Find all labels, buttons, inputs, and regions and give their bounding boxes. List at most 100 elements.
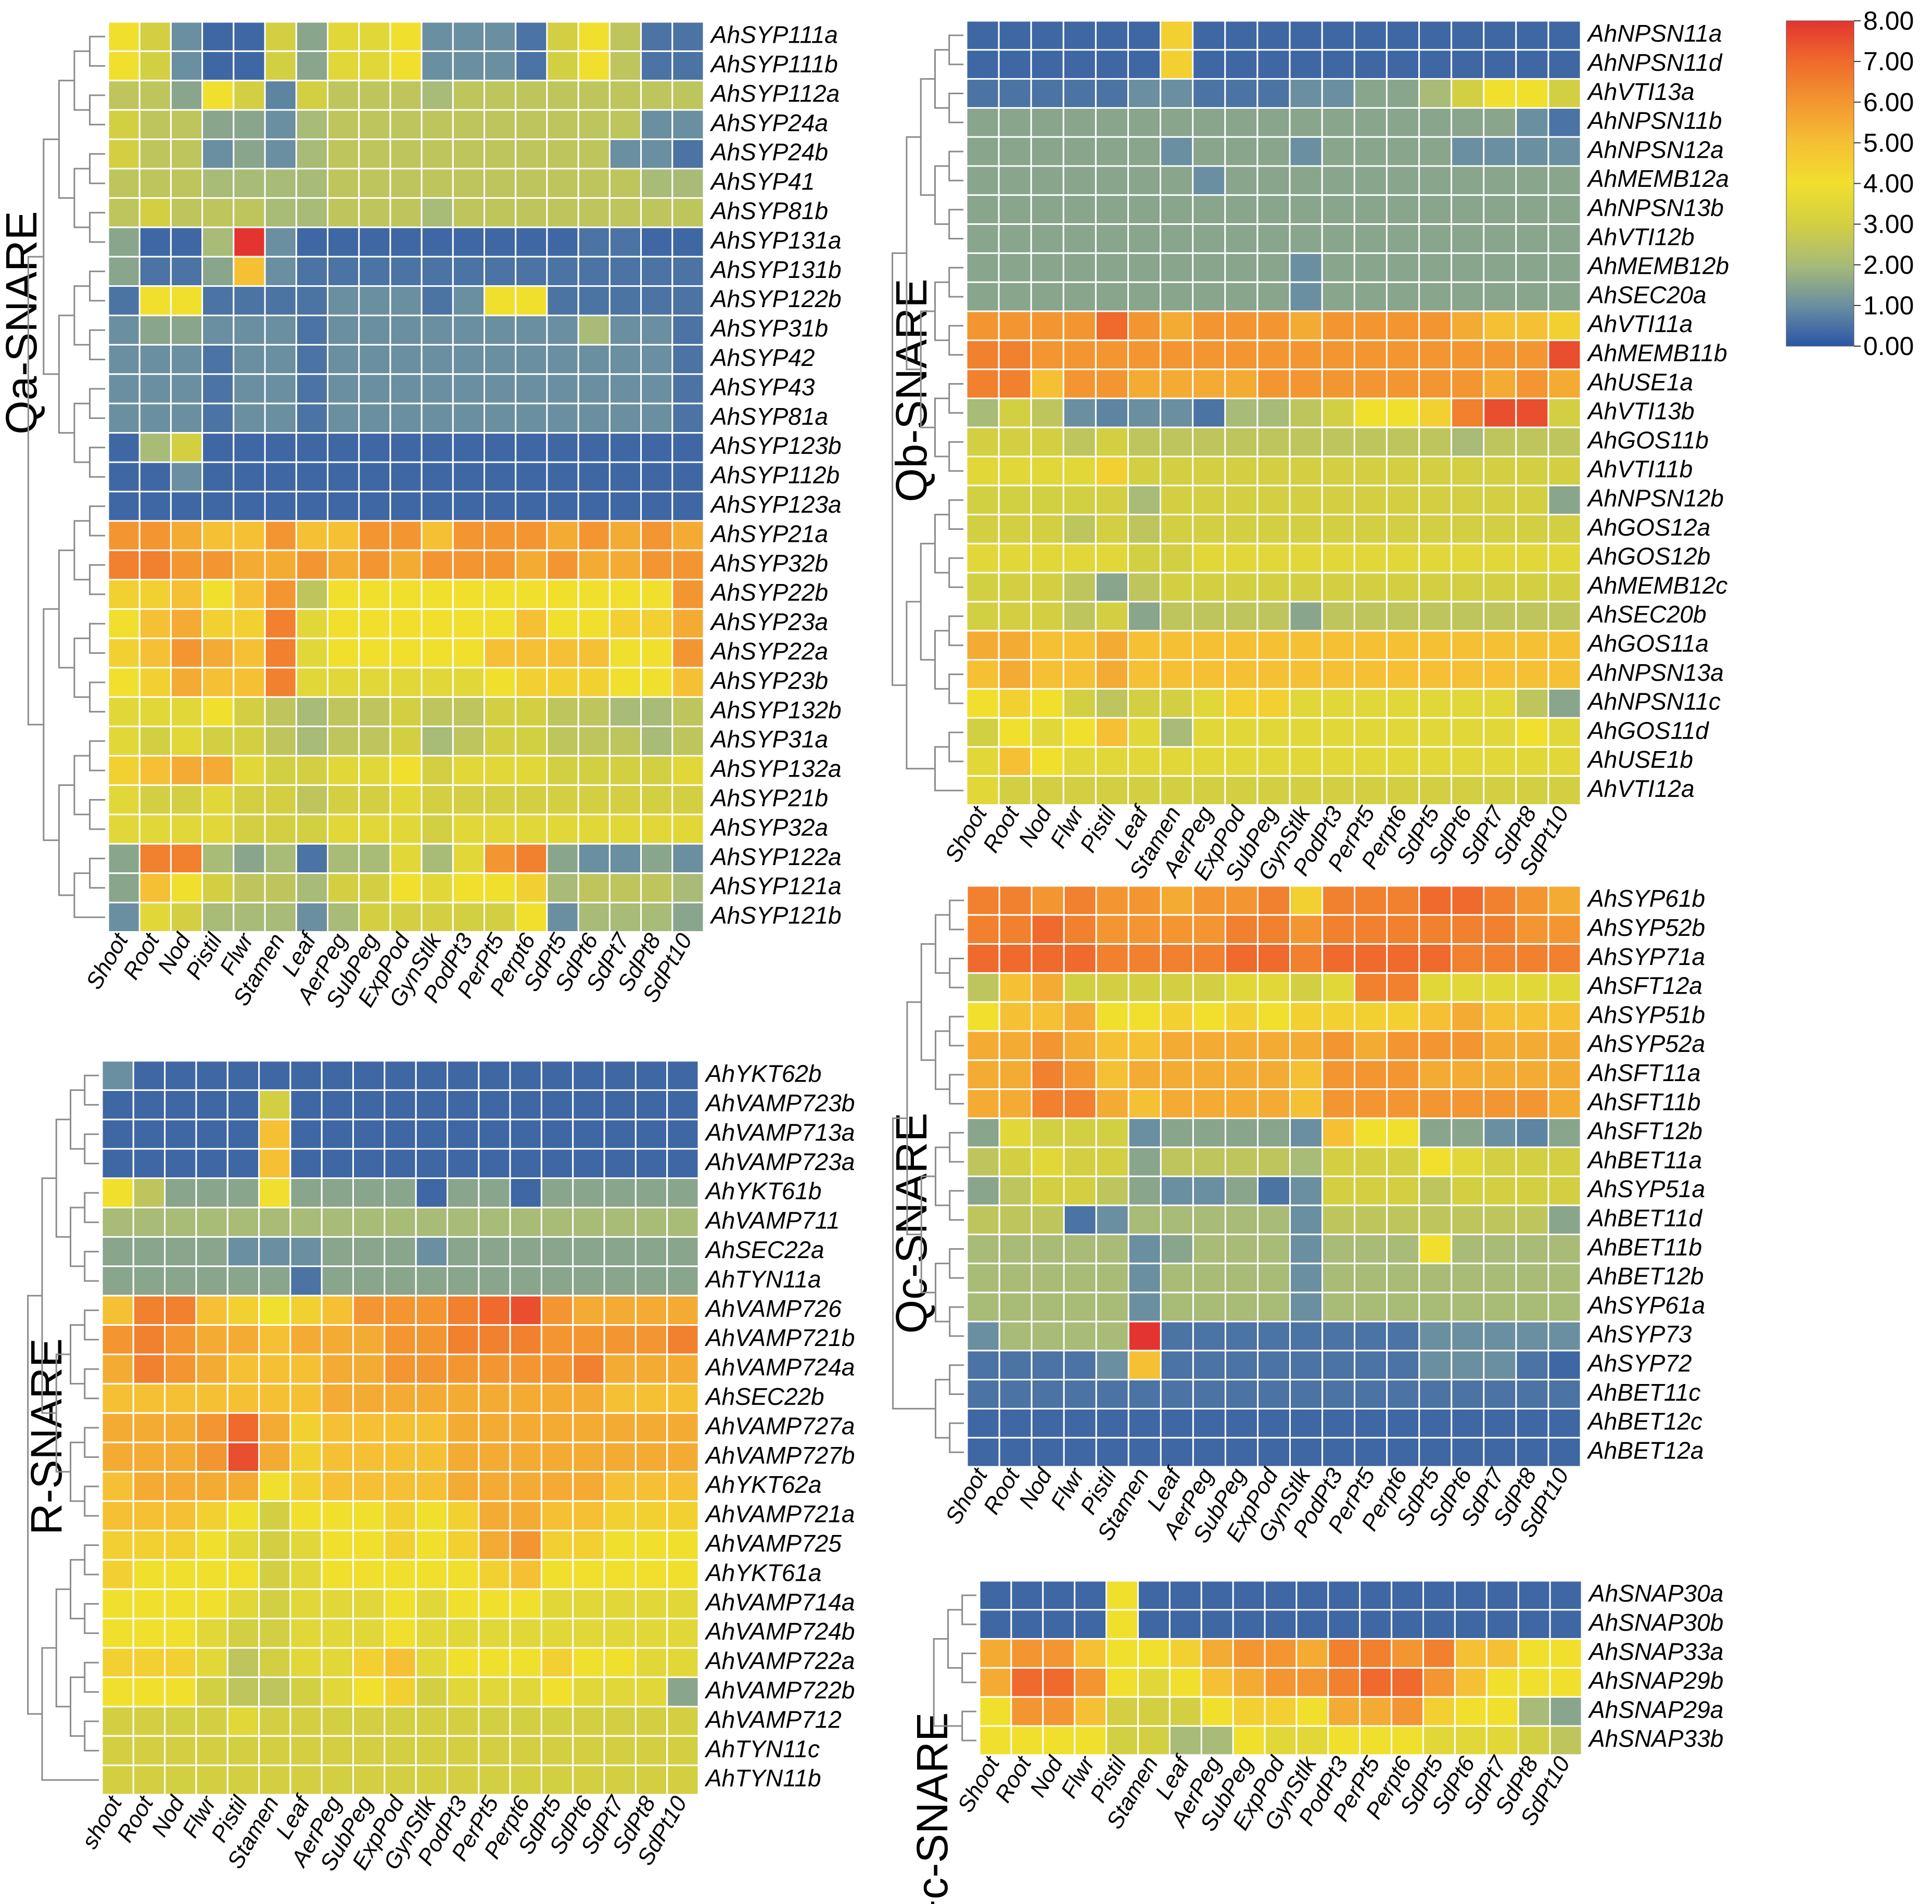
heatmap-cell: [1224, 252, 1259, 283]
heatmap-cell: [1451, 1204, 1485, 1236]
heatmap-cell: [965, 514, 1000, 544]
heatmap-cell: [1547, 1379, 1582, 1410]
heatmap-cell: [1451, 426, 1485, 458]
heatmap-cell: [1030, 717, 1064, 748]
heatmap-cell: [1160, 194, 1194, 225]
heatmap-cell: [1418, 885, 1453, 916]
heatmap-cell: [572, 1735, 605, 1767]
heatmap-cell: [1451, 1146, 1485, 1177]
heatmap-cell: [1031, 914, 1065, 945]
heatmap-cell: [546, 373, 579, 404]
heatmap-cell: [1451, 49, 1485, 80]
heatmap-cell: [1095, 1175, 1129, 1207]
heatmap-cell: [546, 549, 579, 581]
heatmap-cell: [640, 344, 673, 375]
heatmap-cell: [1127, 1175, 1162, 1207]
heatmap-cell: [132, 1089, 166, 1121]
heatmap-cell: [1483, 339, 1517, 371]
row-label: AhSEC20b: [1586, 601, 1707, 628]
heatmap-cell: [415, 1089, 449, 1121]
heatmap-cell: [107, 726, 141, 757]
row-label: AhVAMP712: [704, 1706, 842, 1733]
heatmap-cell: [1289, 1088, 1324, 1119]
heatmap-cell: [1031, 1321, 1065, 1352]
heatmap-cell: [233, 549, 266, 581]
row-label: AhNPSN11d: [1586, 49, 1723, 76]
heatmap-cell: [1095, 165, 1129, 196]
dendrogram-branch: [55, 1588, 71, 1708]
heatmap-panels: AhSYP111aAhSYP111bAhSYP112aAhSYP24aAhSYP…: [0, 20, 1729, 1904]
heatmap-cell: [1160, 485, 1194, 516]
heatmap-cell: [577, 50, 611, 82]
heatmap-cell: [447, 1735, 480, 1767]
heatmap-cell: [226, 1500, 260, 1531]
heatmap-cell: [1386, 252, 1420, 283]
heatmap-cell: [1264, 1725, 1298, 1756]
heatmap-cell: [264, 226, 297, 258]
heatmap-cell: [603, 1735, 637, 1767]
dendrogram-branch: [84, 1309, 99, 1341]
heatmap-cell: [258, 1559, 291, 1590]
heatmap-cell: [1353, 49, 1388, 80]
heatmap-cell: [258, 1441, 291, 1473]
heatmap-cell: [1418, 397, 1453, 428]
heatmap-cell: [1095, 775, 1129, 806]
dendrogram-branch: [27, 256, 44, 726]
heatmap-cell: [1127, 1350, 1162, 1381]
dendrogram-branch: [70, 1089, 85, 1150]
heatmap-cell: [509, 1177, 542, 1209]
dendrogram-branch: [73, 168, 90, 229]
heatmap-cell: [1031, 1001, 1065, 1032]
heatmap-cell: [634, 1647, 668, 1678]
heatmap-cell: [1095, 514, 1129, 544]
heatmap-cell: [327, 314, 360, 346]
heatmap-cell: [1515, 136, 1549, 167]
heatmap-cell: [1031, 1291, 1065, 1323]
heatmap-cell: [258, 1618, 291, 1649]
legend-tick-label: 4.00: [1863, 169, 1914, 198]
heatmap-cell: [452, 726, 485, 757]
heatmap-cell: [1483, 194, 1517, 225]
dendrogram-branch: [89, 35, 105, 67]
row-label: AhSYP111b: [709, 50, 838, 78]
heatmap-cell: [640, 784, 673, 816]
heatmap-cell: [421, 814, 454, 845]
heatmap-cell: [1451, 659, 1485, 690]
heatmap-cell: [671, 696, 705, 728]
heatmap-cell: [1422, 1638, 1456, 1669]
heatmap-cell: [195, 1618, 228, 1649]
heatmap-cell: [321, 1735, 354, 1767]
heatmap-cell: [295, 608, 328, 639]
heatmap-cell: [1386, 572, 1420, 603]
heatmap-cell: [1063, 1407, 1097, 1439]
heatmap-cell: [264, 902, 297, 933]
heatmap-cell: [1160, 1146, 1194, 1177]
heatmap-cell: [170, 902, 204, 933]
heatmap-cell: [1160, 397, 1194, 428]
heatmap-cell: [608, 579, 642, 610]
heatmap-cell: [164, 1588, 197, 1620]
heatmap-cell: [1418, 1234, 1453, 1264]
heatmap-cell: [1105, 1725, 1139, 1756]
heatmap-cell: [515, 902, 548, 933]
heatmap-cell: [577, 138, 611, 170]
heatmap-cell: [289, 1676, 323, 1708]
heatmap-cell: [478, 1089, 511, 1121]
heatmap-cell: [447, 1559, 480, 1590]
heatmap-cell: [452, 285, 485, 316]
heatmap-cell: [998, 1234, 1033, 1264]
heatmap-cell: [1127, 1059, 1162, 1090]
heatmap-cell: [640, 696, 673, 728]
heatmap-cell: [327, 138, 360, 170]
panel-title: Qc-SNARE: [887, 1113, 936, 1334]
heatmap-cell: [1359, 1638, 1393, 1669]
heatmap-cell: [321, 1294, 354, 1326]
heatmap-cell: [1031, 1030, 1065, 1061]
heatmap-cell: [671, 608, 705, 639]
heatmap-cell: [107, 197, 141, 229]
heatmap-cell: [233, 21, 266, 52]
row-label: AhVTI13a: [1586, 78, 1695, 105]
heatmap-cell: [1418, 1379, 1453, 1410]
heatmap-cell: [572, 1588, 605, 1620]
heatmap-cell: [608, 432, 642, 463]
